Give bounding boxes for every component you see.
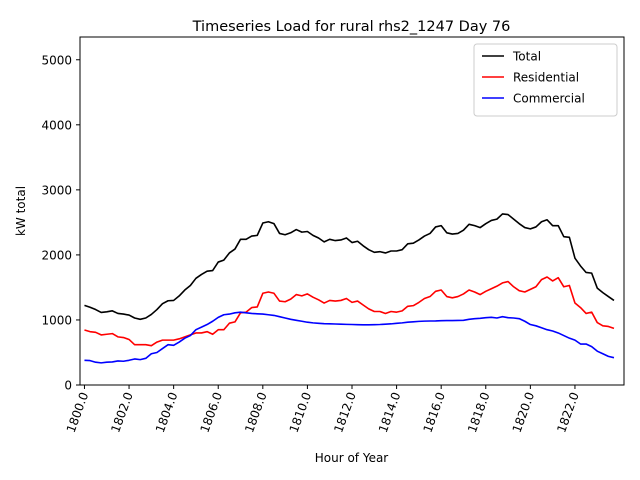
legend-label-residential: Residential <box>513 71 579 85</box>
legend: Total Residential Commercial <box>473 43 618 117</box>
y-axis-label: kW total <box>14 186 28 236</box>
y-tick-label: 2000 <box>41 248 72 262</box>
legend-label-commercial: Commercial <box>513 92 585 106</box>
x-tick-label: 1814.0 <box>376 390 404 434</box>
y-tick-label: 3000 <box>41 183 72 197</box>
x-tick-label: 1810.0 <box>287 390 315 434</box>
x-tick-label: 1804.0 <box>153 390 181 434</box>
x-tick-label: 1808.0 <box>242 390 270 434</box>
y-tick-label: 0 <box>64 379 72 393</box>
x-tick-label: 1812.0 <box>331 390 359 434</box>
x-tick-label: 1816.0 <box>420 390 448 434</box>
y-tick-label: 4000 <box>41 118 72 132</box>
x-axis-label: Hour of Year <box>315 451 389 465</box>
series-line-total <box>84 213 615 321</box>
x-tick-label: 1800.0 <box>64 390 92 434</box>
x-tick-label: 1822.0 <box>554 390 582 434</box>
x-axis: 1800.0 1802.0 1804.0 1806.0 1808.0 1810.0 1812… <box>64 385 582 434</box>
series-line-residential <box>84 276 615 347</box>
x-tick-label: 1820.0 <box>510 390 538 434</box>
series-line-commercial <box>84 311 615 364</box>
x-tick-label: 1818.0 <box>465 390 493 434</box>
legend-box <box>473 43 618 117</box>
y-axis: 0 1000 2000 3000 4000 5000 <box>41 53 80 393</box>
series-layer <box>84 213 615 364</box>
y-tick-label: 5000 <box>41 53 72 67</box>
y-tick-label: 1000 <box>41 313 72 327</box>
legend-label-total: Total <box>512 50 541 64</box>
x-tick-label: 1802.0 <box>108 390 136 434</box>
chart-title: Timeseries Load for rural rhs2_1247 Day … <box>192 19 511 35</box>
x-tick-label: 1806.0 <box>198 390 226 434</box>
